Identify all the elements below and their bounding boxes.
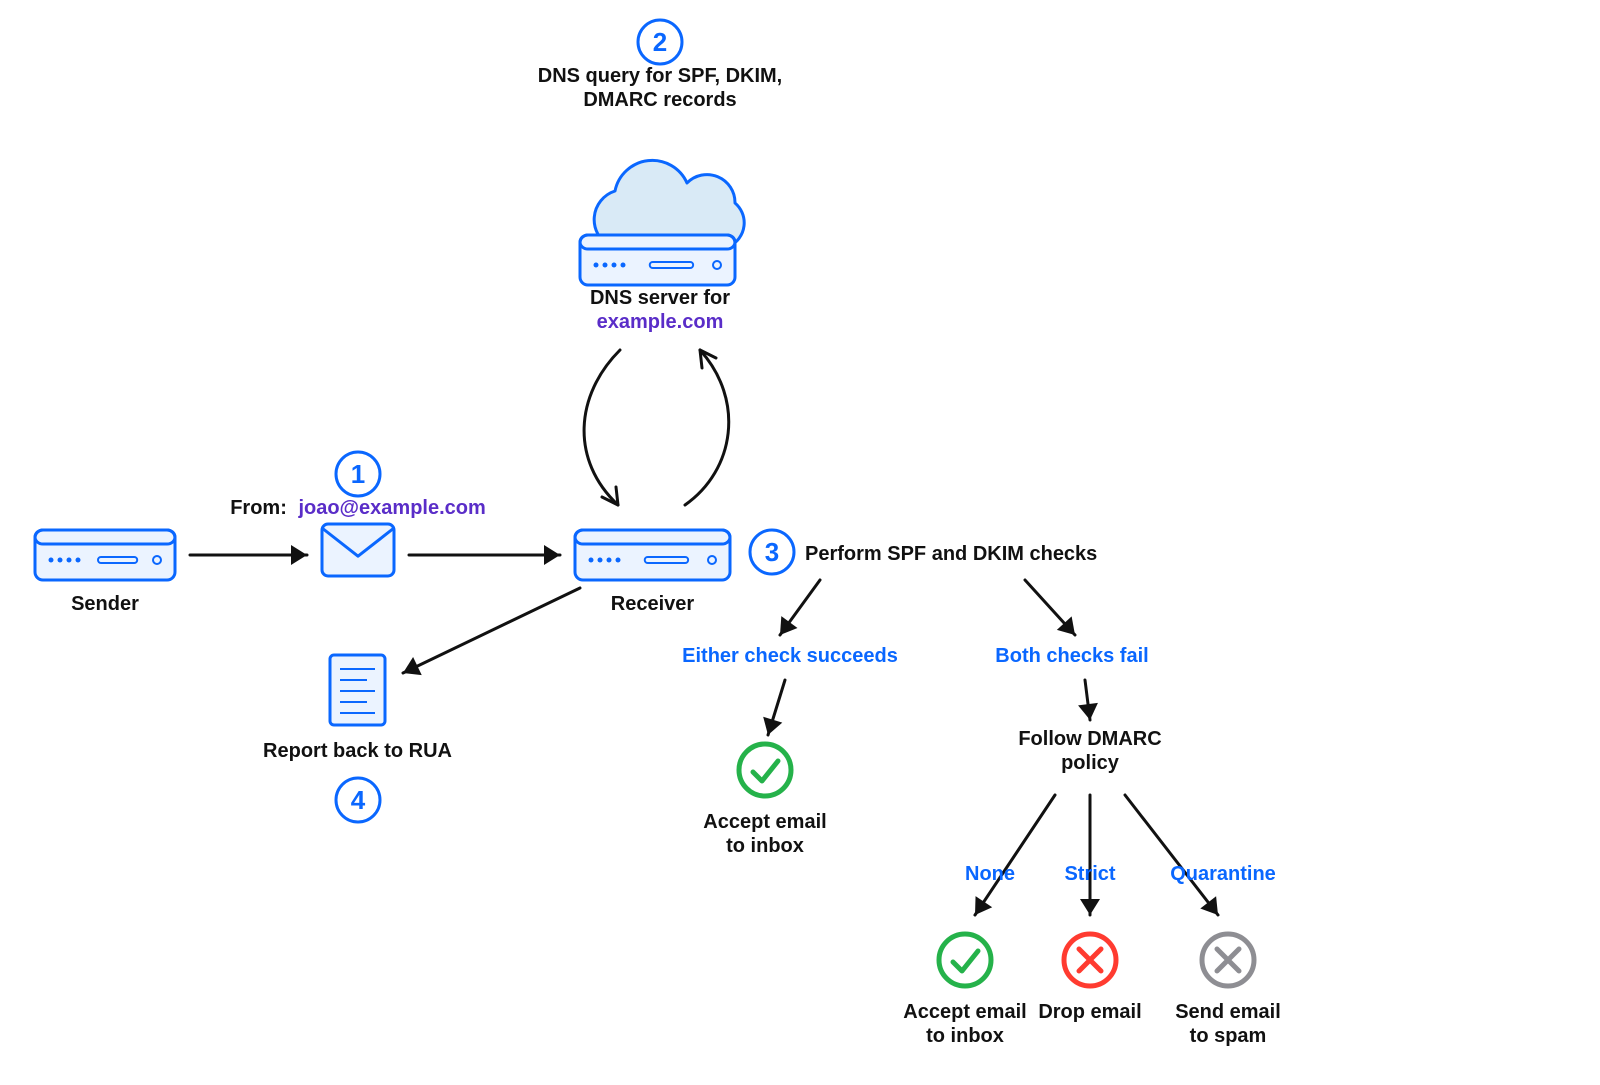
outcome-quar-label-1: Send email: [1175, 1001, 1281, 1023]
from-label: From: joao@example.com: [230, 497, 486, 519]
policy-quarantine-label: Quarantine: [1170, 863, 1276, 885]
both-fail-label: Both checks fail: [995, 645, 1148, 667]
dns-server-label: DNS server for: [590, 287, 730, 309]
report-doc-icon: [330, 655, 385, 725]
accept-label-1b: to inbox: [726, 835, 804, 857]
sender-label: Sender: [71, 593, 139, 615]
sender-server-icon: [35, 530, 175, 580]
outcome-none-label-1: Accept email: [903, 1001, 1026, 1023]
dns-query-line1: DNS query for SPF, DKIM,: [538, 65, 782, 87]
outcome-none-label-2: to inbox: [926, 1025, 1004, 1047]
envelope-icon: [322, 524, 394, 576]
accept-check-icon: [739, 744, 791, 796]
outcome-strict-label: Drop email: [1038, 1001, 1141, 1023]
follow-dmarc-label-1: Follow DMARC: [1018, 728, 1161, 750]
dns-server-icon: [580, 235, 735, 285]
step3-label: Perform SPF and DKIM checks: [805, 543, 1097, 565]
diagram-canvas: 1 2 3 4 DNS query for SPF, DKIM, DMARC reco…: [0, 0, 1600, 1085]
outcome-drop-icon: [1064, 934, 1116, 986]
accept-label-1a: Accept email: [703, 811, 826, 833]
dns-query-line2: DMARC records: [583, 89, 736, 111]
outcome-accept-icon: [939, 934, 991, 986]
follow-dmarc-label-2: policy: [1061, 752, 1120, 774]
policy-strict-label: Strict: [1064, 863, 1115, 885]
dns-server-domain: example.com: [597, 311, 724, 333]
report-label: Report back to RUA: [263, 740, 452, 762]
step-badge-4: 4: [351, 785, 366, 815]
step-badge-1: 1: [351, 459, 365, 489]
either-check-label: Either check succeeds: [682, 645, 898, 667]
outcome-spam-icon: [1202, 934, 1254, 986]
receiver-label: Receiver: [611, 593, 695, 615]
cloud-icon: [594, 160, 744, 246]
step-badge-2: 2: [653, 27, 667, 57]
outcome-quar-label-2: to spam: [1190, 1025, 1267, 1047]
policy-none-label: None: [965, 863, 1015, 885]
step-badge-3: 3: [765, 537, 779, 567]
receiver-server-icon: [575, 530, 730, 580]
